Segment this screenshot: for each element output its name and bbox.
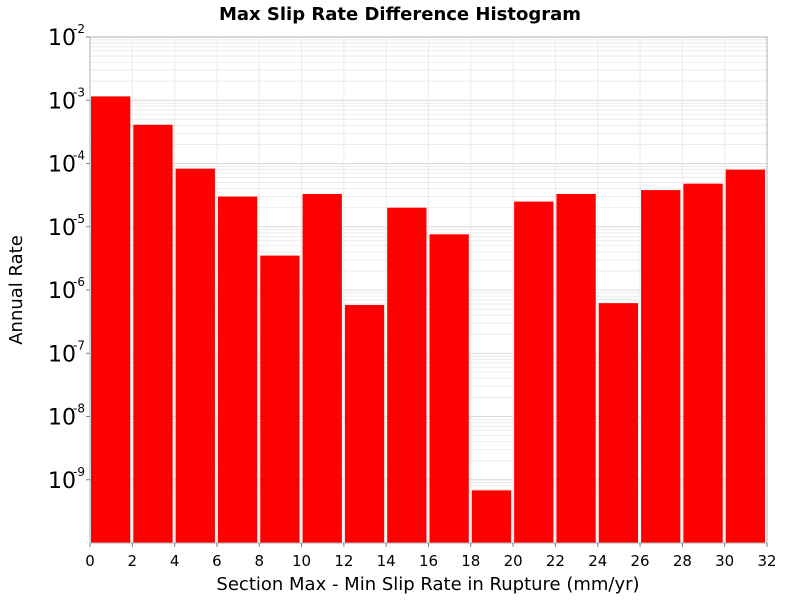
x-tick-label: 20 bbox=[504, 552, 523, 570]
y-tick-label-exponent: -5 bbox=[73, 212, 85, 226]
x-axis-label: Section Max - Min Slip Rate in Rupture (… bbox=[216, 574, 639, 595]
x-tick-label: 26 bbox=[631, 552, 650, 570]
histogram-bar-4 bbox=[260, 255, 300, 543]
histogram-bar-11 bbox=[556, 193, 596, 544]
x-tick-label: 2 bbox=[128, 552, 138, 570]
y-tick-label-exponent: -4 bbox=[73, 149, 85, 163]
y-tick-label-exponent: -8 bbox=[73, 402, 85, 416]
x-tick-label: 12 bbox=[334, 552, 353, 570]
histogram-bar-14 bbox=[683, 183, 723, 543]
y-tick-label-exponent: -2 bbox=[73, 22, 85, 36]
y-tick-label-base: 10 bbox=[48, 406, 76, 431]
chart-title: Max Slip Rate Difference Histogram bbox=[219, 4, 581, 25]
bars bbox=[91, 96, 765, 544]
x-tick-label: 28 bbox=[673, 552, 692, 570]
y-tick-label-base: 10 bbox=[48, 342, 76, 367]
y-tick-label-base: 10 bbox=[48, 279, 76, 304]
x-tick-label: 22 bbox=[546, 552, 565, 570]
x-tick-label: 30 bbox=[715, 552, 734, 570]
y-tick-label-exponent: -7 bbox=[73, 338, 85, 352]
histogram-bar-10 bbox=[514, 201, 554, 543]
histogram-bar-13 bbox=[641, 190, 681, 544]
y-tick-label-exponent: -9 bbox=[73, 465, 85, 479]
x-ticks: 0 2 4 6 8 10 12 14 16 18 20 22 24 26 28 30 32 bbox=[85, 543, 777, 570]
y-tick-label-exponent: -6 bbox=[73, 275, 85, 289]
x-tick-label: 32 bbox=[757, 552, 776, 570]
histogram-bar-3 bbox=[217, 196, 258, 543]
x-tick-label: 10 bbox=[292, 552, 311, 570]
histogram-bar-6 bbox=[344, 304, 385, 543]
x-tick-label: 8 bbox=[254, 552, 264, 570]
y-tick-label-base: 10 bbox=[48, 89, 76, 114]
y-axis-label: Annual Rate bbox=[6, 235, 27, 345]
y-tick-label-base: 10 bbox=[48, 216, 76, 241]
y-tick-label-exponent: -3 bbox=[73, 85, 85, 99]
y-tick-label-base: 10 bbox=[48, 469, 76, 494]
y-ticks: 10-110-210-310-410-510-610-710-810-9 bbox=[48, 22, 90, 494]
x-tick-label: 4 bbox=[170, 552, 180, 570]
x-tick-label: 24 bbox=[588, 552, 607, 570]
x-tick-label: 18 bbox=[461, 552, 480, 570]
x-tick-label: 14 bbox=[377, 552, 396, 570]
histogram-bar-12 bbox=[598, 303, 639, 543]
y-tick-label-base: 10 bbox=[48, 153, 76, 178]
histogram-bar-5 bbox=[302, 193, 342, 544]
x-tick-label: 6 bbox=[212, 552, 222, 570]
histogram-bar-2 bbox=[175, 168, 215, 543]
histogram-bar-7 bbox=[387, 207, 427, 544]
x-tick-label: 0 bbox=[85, 552, 95, 570]
histogram-bar-0 bbox=[91, 96, 131, 543]
histogram-bar-1 bbox=[133, 124, 173, 543]
y-tick-label-base: 10 bbox=[48, 26, 76, 51]
histogram-bar-9 bbox=[471, 490, 512, 543]
histogram-bar-15 bbox=[725, 169, 765, 543]
x-tick-label: 16 bbox=[419, 552, 438, 570]
histogram-bar-8 bbox=[429, 234, 469, 543]
